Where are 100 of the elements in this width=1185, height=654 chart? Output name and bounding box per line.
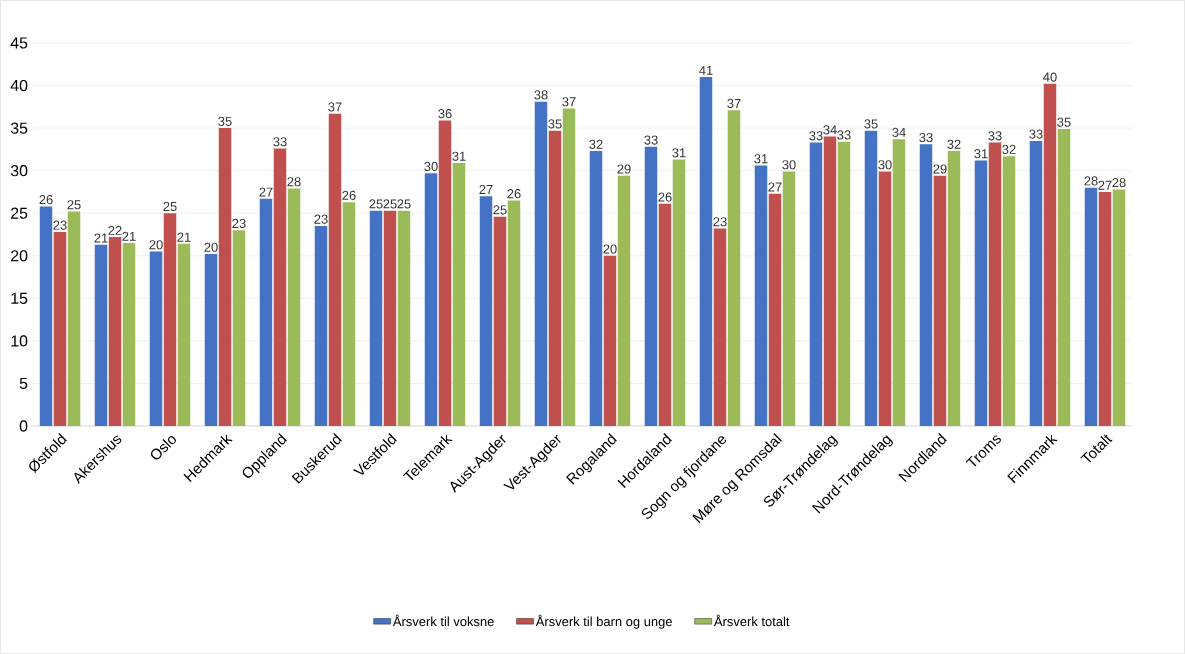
data-label: 23: [314, 214, 328, 224]
bar: [617, 175, 631, 426]
data-label: 33: [1029, 129, 1043, 139]
bar: [452, 163, 466, 426]
bar: [823, 136, 837, 426]
bar: [672, 159, 686, 426]
bar: [507, 200, 521, 426]
bar: [273, 148, 287, 426]
data-label: 33: [919, 132, 933, 143]
data-label: 30: [782, 160, 796, 170]
bar: [768, 193, 782, 426]
bar: [727, 110, 741, 426]
data-label: 27: [259, 187, 273, 197]
data-label: 20: [204, 242, 218, 252]
data-label: 26: [507, 189, 521, 199]
bar: [314, 225, 328, 426]
bar: [974, 160, 988, 426]
data-label: 27: [768, 182, 782, 192]
bar: [892, 139, 906, 426]
bar: [177, 243, 191, 426]
data-label: 29: [617, 164, 631, 174]
data-label: 23: [713, 217, 727, 227]
bar: [218, 128, 232, 426]
data-label: 33: [837, 130, 851, 140]
bar: [493, 216, 507, 426]
data-label: 33: [809, 131, 823, 141]
bar: [424, 173, 438, 426]
data-label: 37: [328, 102, 342, 112]
legend-label: Årsverk totalt: [713, 614, 790, 627]
bar: [644, 146, 658, 426]
data-label: 33: [644, 135, 658, 145]
data-label: 31: [672, 148, 686, 158]
data-label: 35: [1057, 117, 1071, 127]
data-label: 30: [878, 160, 892, 170]
data-label: 33: [273, 137, 287, 147]
data-label: 23: [53, 220, 67, 230]
data-label: 26: [342, 190, 356, 200]
bar: [1043, 83, 1057, 426]
bar: [699, 77, 713, 426]
bar: [149, 251, 163, 426]
data-label: 25: [369, 199, 383, 209]
bar: [67, 211, 81, 426]
bar: [369, 210, 383, 426]
y-tick-label: 5: [19, 377, 28, 390]
data-label: 36: [438, 109, 452, 119]
data-label: 26: [39, 195, 53, 205]
bar: [259, 198, 273, 426]
data-label: 25: [397, 199, 411, 209]
y-tick-label: 45: [10, 37, 28, 49]
data-label: 28: [1084, 176, 1098, 186]
legend-label: Årsverk til voksne: [392, 614, 494, 627]
bar: [603, 255, 617, 426]
bar: [94, 244, 108, 426]
data-label: 33: [988, 131, 1002, 141]
data-label: 23: [232, 218, 246, 229]
data-label: 25: [163, 201, 177, 212]
data-label: 27: [479, 184, 493, 194]
data-label: 20: [149, 240, 163, 250]
bar: [328, 113, 342, 426]
bar: [1084, 187, 1098, 426]
y-tick-label: 40: [10, 79, 28, 92]
data-label: 32: [1002, 144, 1016, 154]
bar: [53, 231, 67, 426]
bar: [479, 196, 493, 426]
bar: [39, 206, 53, 426]
y-tick-label: 15: [11, 292, 28, 304]
data-label: 20: [603, 244, 617, 254]
y-tick-label: 30: [10, 165, 28, 177]
bar: [878, 171, 892, 426]
data-label: 26: [658, 192, 672, 202]
data-label: 34: [823, 125, 837, 135]
bar: [864, 130, 878, 426]
data-label: 37: [727, 98, 741, 109]
bar: [1098, 191, 1112, 426]
data-label: 32: [947, 139, 961, 149]
y-tick-label: 25: [11, 207, 28, 219]
data-label: 27: [1098, 180, 1112, 190]
bar: [562, 108, 576, 426]
x-tick-label: Oslo: [150, 436, 176, 460]
data-label: 28: [1112, 178, 1126, 188]
bar: [122, 243, 136, 426]
bar: [1057, 128, 1071, 426]
bar: [438, 120, 452, 426]
bar: [1002, 156, 1016, 426]
bar: [232, 230, 246, 426]
bar: [933, 175, 947, 426]
bar: [658, 203, 672, 426]
bar: [548, 130, 562, 426]
bar: [108, 237, 122, 426]
bar: [1112, 189, 1126, 426]
data-label: 31: [754, 154, 768, 164]
bar: [342, 202, 356, 426]
bar: [204, 254, 218, 426]
bar: [837, 141, 851, 426]
data-label: 25: [493, 205, 507, 215]
data-label: 21: [122, 231, 136, 241]
data-label: 29: [933, 164, 947, 174]
data-label: 28: [287, 177, 301, 187]
data-label: 30: [424, 161, 438, 172]
legend-label: Årsverk til barn og unge: [535, 614, 672, 629]
